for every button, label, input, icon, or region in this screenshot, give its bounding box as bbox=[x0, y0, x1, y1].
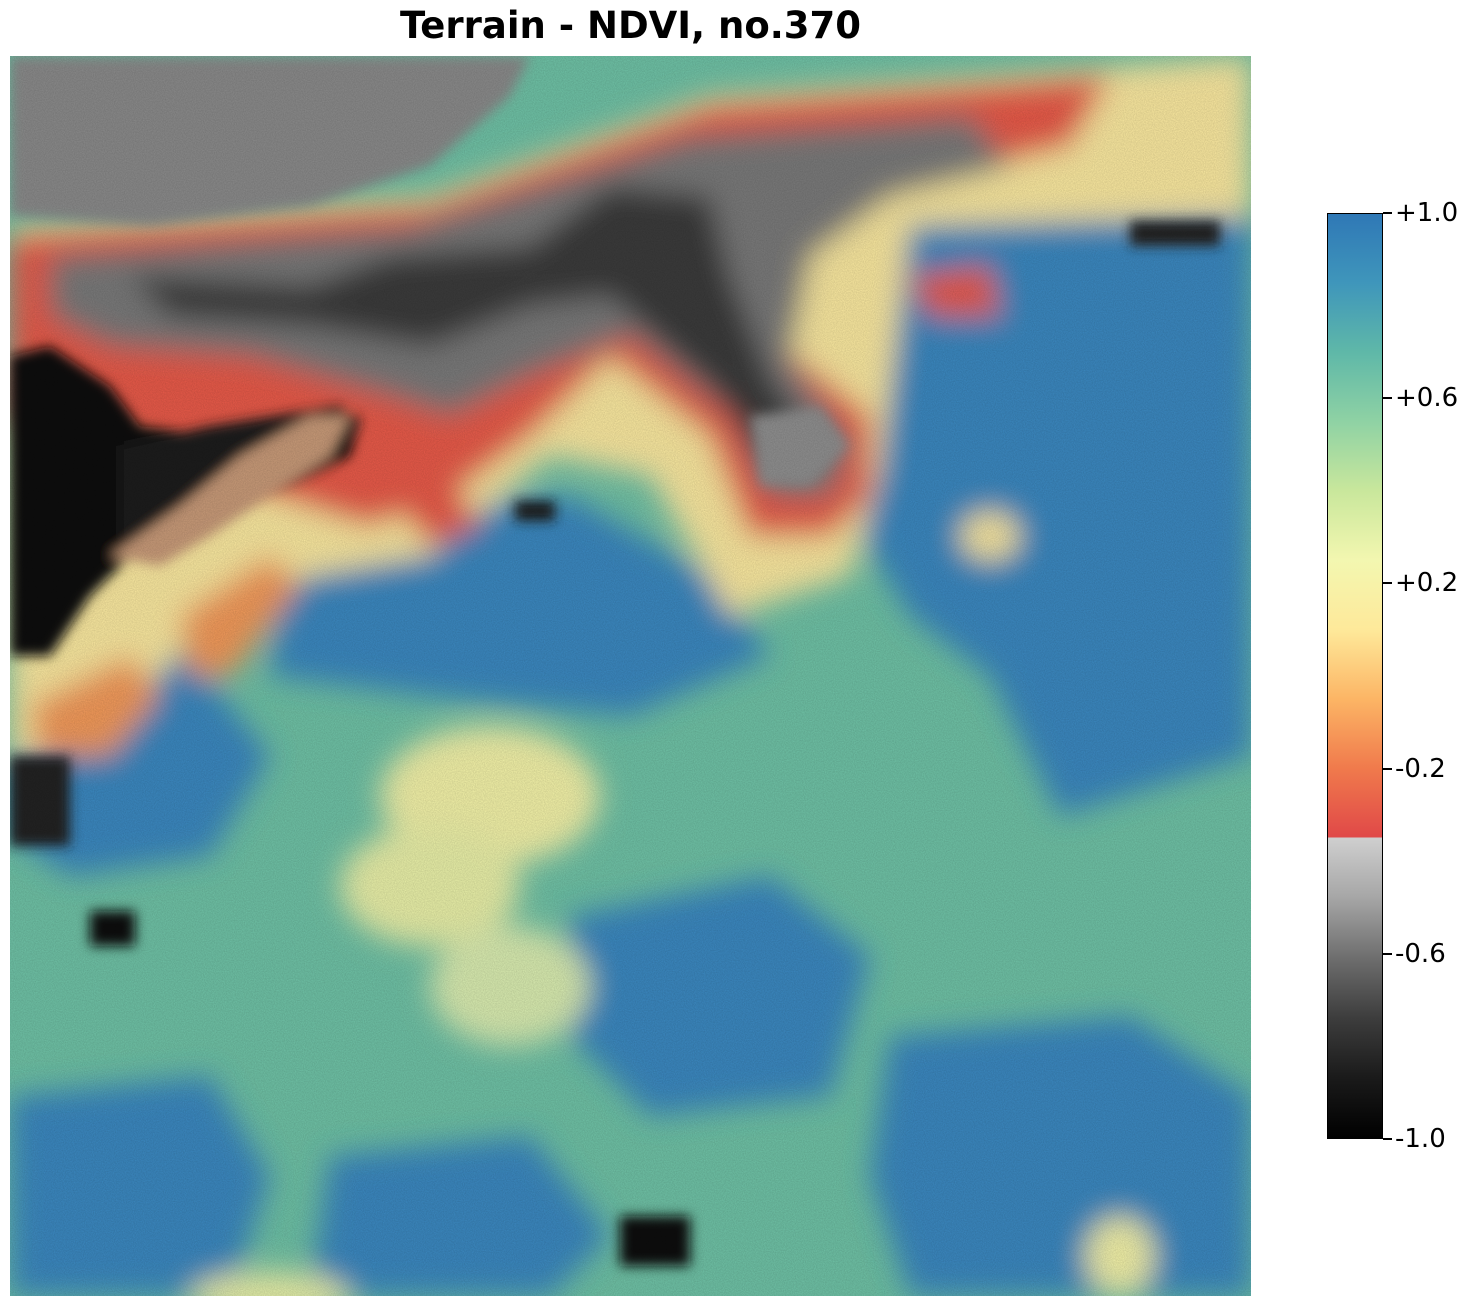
colorbar-tick-label: -0.6 bbox=[1395, 938, 1446, 969]
colorbar-tick-label: +0.2 bbox=[1395, 568, 1459, 599]
colorbar-tick bbox=[1383, 952, 1392, 955]
colorbar-tick-label: -1.0 bbox=[1395, 1124, 1446, 1154]
colorbar-tick-label: -0.2 bbox=[1395, 753, 1446, 784]
colorbar-tick-label: +0.6 bbox=[1395, 383, 1459, 414]
colorbar-tick bbox=[1383, 1138, 1392, 1140]
colorbar-tick bbox=[1383, 582, 1392, 585]
colorbar-tick bbox=[1383, 397, 1392, 400]
colorbar-tick bbox=[1383, 212, 1392, 214]
colorbar-tick-label: +1.0 bbox=[1395, 198, 1459, 228]
map-texture bbox=[10, 56, 1251, 1296]
map-title: Terrain - NDVI, no.370 bbox=[399, 4, 862, 47]
colorbar bbox=[1327, 213, 1383, 1139]
colorbar-tick bbox=[1383, 767, 1392, 770]
ndvi-map bbox=[10, 56, 1251, 1296]
